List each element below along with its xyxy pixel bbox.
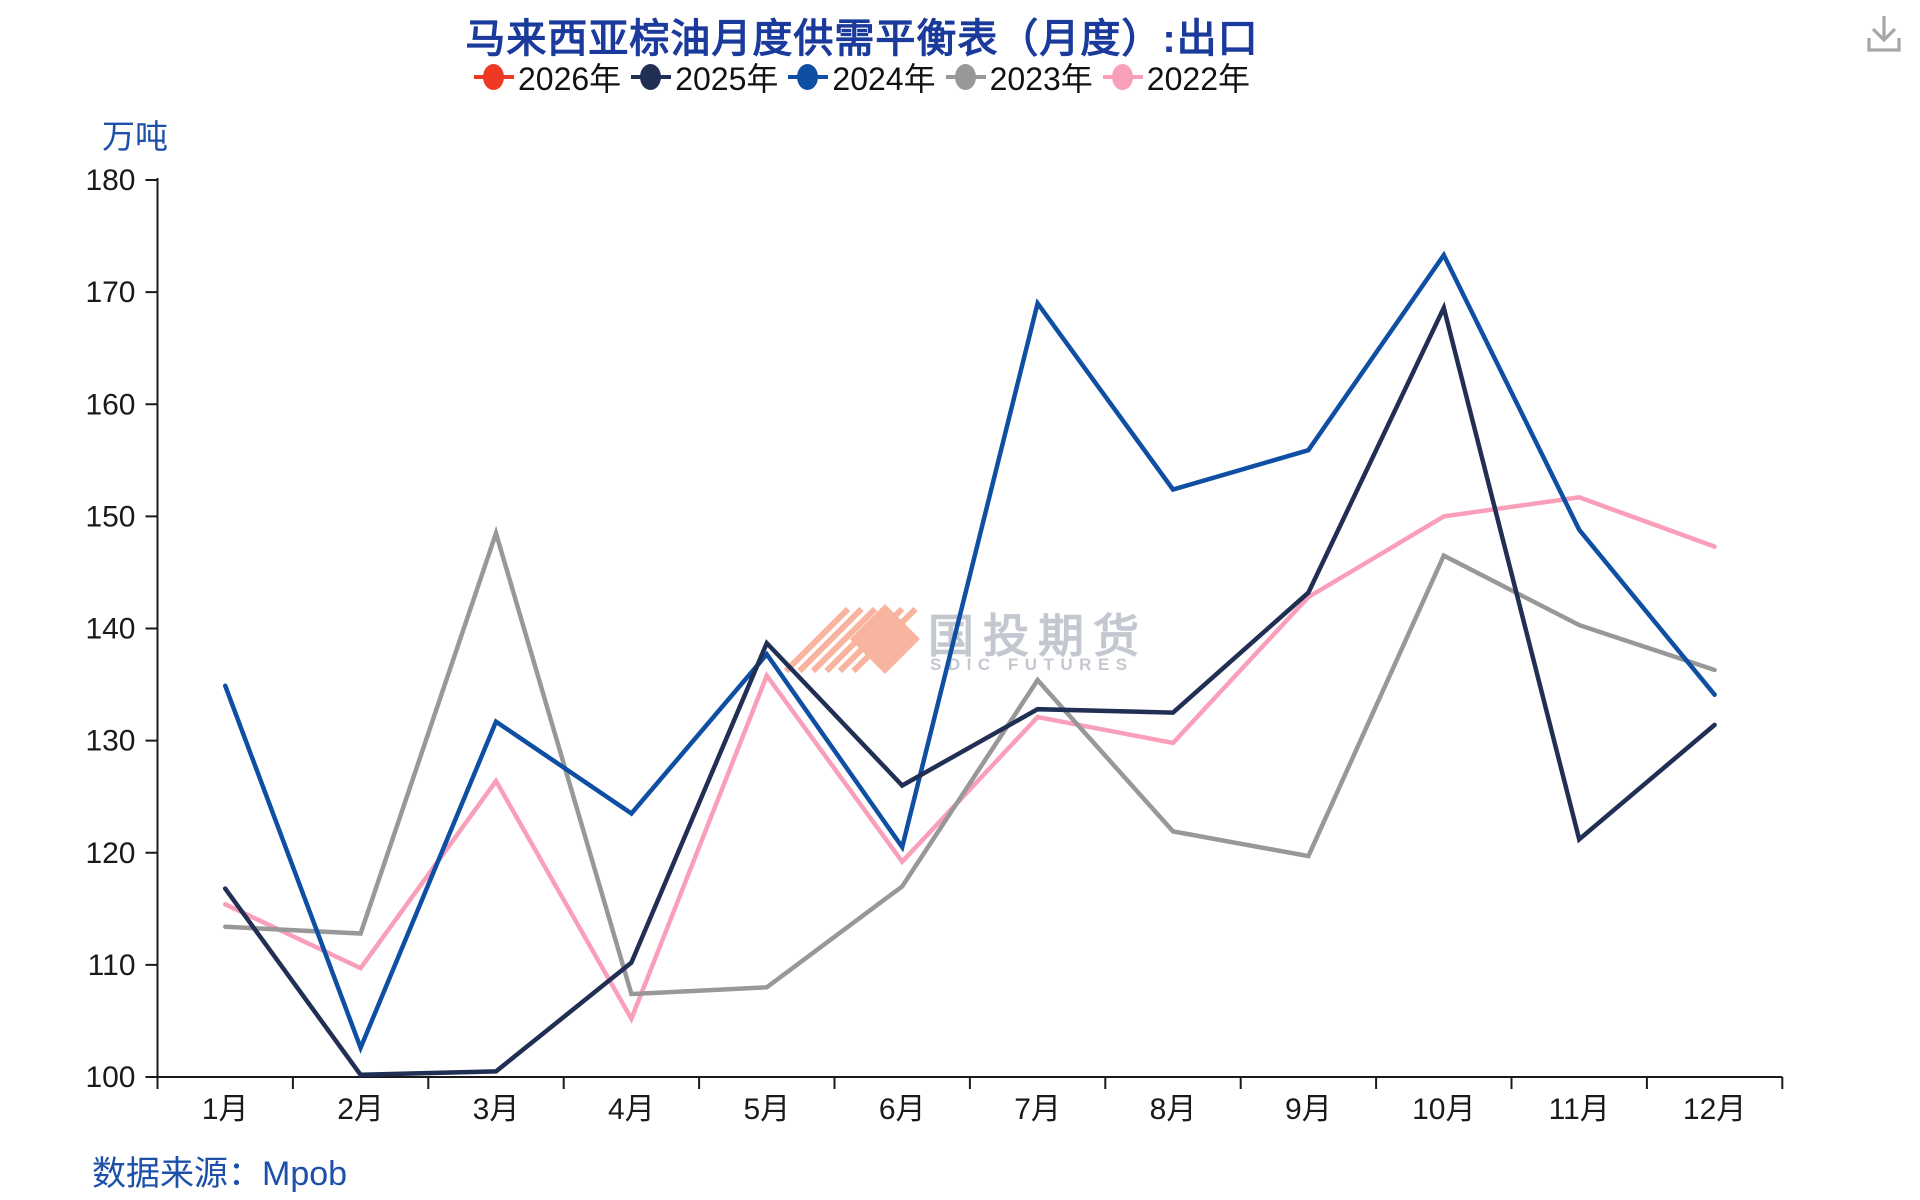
y-tick-label: 120 bbox=[85, 837, 135, 870]
legend-item-2022[interactable]: 2022年 bbox=[1102, 54, 1250, 100]
legend-label: 2025年 bbox=[675, 61, 779, 97]
tick-labels: 100 110 120 130 140 150 160 170 180 1月 2月 3月 4月 5月 6月 7… bbox=[85, 164, 1746, 1126]
x-tick-label: 1月 bbox=[202, 1093, 249, 1126]
x-tick-label: 2月 bbox=[337, 1093, 384, 1126]
y-tick-label: 180 bbox=[85, 164, 135, 197]
y-tick-label: 110 bbox=[88, 949, 136, 982]
legend-item-2024[interactable]: 2024年 bbox=[788, 54, 936, 100]
legend-item-2025[interactable]: 2025年 bbox=[631, 54, 778, 100]
x-tick-label: 6月 bbox=[879, 1093, 926, 1126]
watermark-logo-stripe bbox=[797, 606, 864, 674]
watermark-logo-diamond bbox=[850, 604, 920, 674]
y-tick-label: 100 bbox=[85, 1061, 135, 1094]
legend-marker bbox=[631, 62, 672, 92]
axes bbox=[145, 178, 1784, 1089]
y-tick-label: 160 bbox=[85, 388, 135, 421]
legend-item-2023[interactable]: 2023年 bbox=[945, 54, 1093, 100]
legend-marker bbox=[1102, 62, 1143, 92]
watermark-text-en: SDIC FUTURES bbox=[930, 655, 1134, 674]
legend-label: 2024年 bbox=[832, 61, 936, 97]
legend-label: 2023年 bbox=[989, 61, 1093, 97]
watermark-logo-stripe bbox=[810, 606, 878, 674]
legend: 2026年 2025年 2024年 2023年 2022年 bbox=[0, 54, 1724, 100]
chart-title: 马来西亚棕油月度供需平衡表（月度）:出口 bbox=[465, 17, 1259, 61]
series-line-2022 bbox=[222, 494, 1717, 1024]
y-tick-label: 170 bbox=[85, 276, 135, 309]
x-tick-label: 3月 bbox=[473, 1093, 520, 1126]
series-line-2025 bbox=[222, 301, 1717, 1078]
x-tick-label: 4月 bbox=[608, 1093, 655, 1126]
x-tick-label: 7月 bbox=[1014, 1093, 1061, 1126]
x-tick-label: 10月 bbox=[1412, 1093, 1475, 1126]
series-line-2024 bbox=[222, 250, 1717, 1054]
download-icon[interactable] bbox=[1862, 12, 1906, 60]
legend-label: 2022年 bbox=[1146, 61, 1250, 97]
y-axis-unit-label: 万吨 bbox=[102, 118, 168, 155]
x-tick-label: 5月 bbox=[743, 1093, 790, 1126]
x-tick-label: 11月 bbox=[1549, 1093, 1610, 1126]
legend-marker bbox=[473, 62, 514, 92]
y-tick-label: 150 bbox=[85, 500, 135, 533]
legend-item-2026[interactable]: 2026年 bbox=[473, 54, 622, 100]
page-title: 马来西亚棕油月度供需平衡表（月度）:出口 bbox=[0, 6, 1724, 64]
legend-marker bbox=[788, 62, 829, 92]
watermark-logo-stripe bbox=[783, 606, 851, 674]
x-tick-label: 12月 bbox=[1683, 1093, 1746, 1126]
legend-label: 2026年 bbox=[517, 61, 622, 97]
y-tick-label: 140 bbox=[85, 613, 135, 646]
source-note: 数据来源：Mpob bbox=[92, 1155, 348, 1193]
legend-marker bbox=[945, 62, 986, 92]
y-tick-label: 130 bbox=[85, 725, 135, 758]
x-tick-label: 9月 bbox=[1285, 1093, 1332, 1126]
series-line-2023 bbox=[222, 525, 1717, 997]
x-tick-label: 8月 bbox=[1150, 1093, 1197, 1126]
watermark-text-cn: 国投期货 bbox=[928, 610, 1148, 662]
